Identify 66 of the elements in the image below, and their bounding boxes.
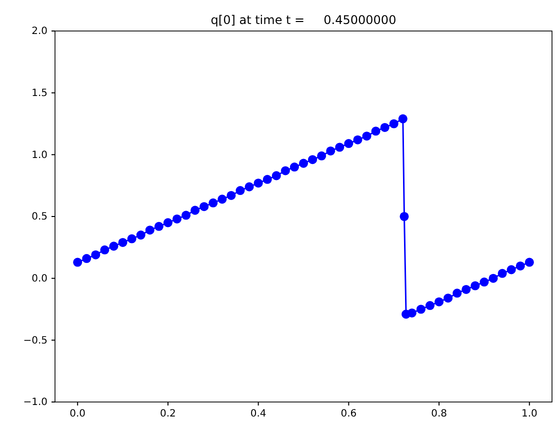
point [218,194,227,204]
point [488,274,498,283]
point [524,258,534,267]
x-tick-label: 0.0 [70,408,86,420]
point [353,135,362,144]
point [407,308,416,318]
point [452,288,462,298]
point [362,132,372,141]
point [272,171,281,180]
x-tick-label: 0.2 [160,408,176,420]
point [434,297,444,306]
x-tick-label: 0.4 [250,408,266,420]
point [100,245,110,254]
point [380,122,390,132]
point [91,250,100,260]
point [182,210,191,220]
point [498,268,507,278]
point [506,265,516,274]
y-tick-label: 0.0 [32,274,48,285]
chart-title: q[0] at time t = 0.45000000 [210,13,396,27]
point [82,254,92,264]
point [154,222,164,231]
point [480,278,489,287]
point [136,230,146,240]
point [344,139,354,148]
x-tick-label: 0.6 [340,408,357,420]
point [109,242,118,251]
y-tick-label: 0.5 [32,212,48,223]
point [462,284,471,294]
point [236,186,245,196]
x-tick-label: 1.0 [521,408,538,420]
point [145,226,154,235]
point [73,258,82,267]
point [208,198,218,208]
point [326,146,336,156]
point [280,166,290,176]
y-tick-label: 2.0 [32,26,48,38]
point [371,126,380,136]
x-tick-label: 0.8 [431,408,447,420]
point [200,202,209,212]
point [470,281,480,290]
point [317,151,326,160]
point [400,212,409,222]
point [444,294,453,303]
point [262,174,272,184]
point [172,214,182,224]
point [425,301,435,310]
point [398,114,408,124]
y-tick-label: −0.5 [23,335,48,346]
point [416,304,426,314]
point [516,261,525,270]
point [127,234,136,244]
y-tick-label: 1.0 [32,150,48,161]
point [244,182,254,192]
point [226,190,236,200]
point [308,155,318,164]
point [163,218,172,228]
point [190,206,200,215]
point [290,162,299,172]
y-tick-label: −1.0 [23,397,48,408]
point [298,158,308,168]
point [254,178,263,188]
point [118,238,128,247]
point [389,119,398,128]
point [335,142,344,152]
y-tick-label: 1.5 [32,88,48,100]
